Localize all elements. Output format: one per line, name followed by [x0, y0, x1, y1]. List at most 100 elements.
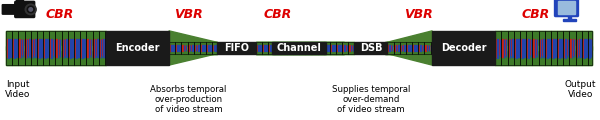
Bar	[554, 39, 555, 55]
Bar	[169, 42, 217, 54]
Bar	[349, 42, 355, 54]
Bar	[192, 45, 193, 51]
Bar	[201, 45, 202, 51]
Text: Output
Video: Output Video	[565, 80, 596, 99]
Bar	[385, 42, 433, 54]
Bar	[337, 47, 343, 49]
Bar	[194, 42, 200, 54]
Bar	[287, 45, 289, 51]
Bar	[106, 31, 169, 65]
Bar	[416, 45, 417, 51]
Bar	[412, 47, 418, 49]
Bar	[503, 39, 504, 58]
Bar	[201, 45, 202, 51]
Bar	[256, 42, 355, 54]
Bar	[200, 42, 206, 54]
Bar	[521, 39, 522, 57]
Bar	[200, 47, 206, 49]
Bar	[429, 45, 430, 51]
Bar	[263, 45, 264, 51]
Bar	[37, 46, 43, 50]
Bar	[557, 31, 563, 65]
Bar	[330, 42, 336, 54]
Bar	[416, 42, 422, 54]
Bar	[62, 31, 68, 65]
Bar	[181, 42, 188, 54]
Bar	[35, 39, 36, 57]
Bar	[194, 42, 200, 54]
Bar	[426, 45, 427, 51]
Bar	[424, 47, 431, 49]
Bar	[424, 42, 431, 54]
Bar	[514, 31, 520, 65]
Bar	[49, 31, 55, 65]
Bar	[194, 47, 200, 49]
Bar	[202, 45, 203, 51]
Bar	[25, 31, 31, 65]
Bar	[412, 42, 418, 54]
Circle shape	[29, 8, 32, 11]
Bar	[547, 39, 548, 58]
Bar	[47, 39, 48, 57]
Bar	[579, 39, 580, 55]
Bar	[280, 47, 287, 49]
Bar	[175, 42, 181, 54]
Bar	[194, 42, 200, 54]
FancyBboxPatch shape	[2, 5, 16, 14]
Bar	[391, 42, 397, 54]
Text: Supplies temporal
over-demand
of video stream: Supplies temporal over-demand of video s…	[332, 84, 410, 114]
Bar	[90, 39, 91, 55]
Bar	[305, 42, 311, 54]
Bar	[206, 42, 212, 54]
Bar	[169, 42, 175, 54]
Bar	[337, 42, 343, 54]
Bar	[176, 45, 177, 51]
Bar	[26, 39, 28, 58]
Bar	[330, 42, 337, 54]
Bar	[268, 42, 274, 54]
Bar	[185, 45, 187, 51]
Bar	[206, 42, 212, 54]
Text: CBR: CBR	[264, 8, 292, 21]
Bar	[299, 42, 305, 54]
Bar	[394, 45, 395, 50]
Bar	[19, 31, 25, 65]
Bar	[321, 45, 322, 50]
Bar	[397, 42, 403, 54]
Bar	[410, 45, 411, 51]
Bar	[274, 42, 280, 54]
Bar	[86, 46, 92, 50]
Bar	[12, 46, 19, 50]
Bar	[105, 31, 106, 65]
Bar	[407, 45, 408, 51]
Bar	[516, 39, 517, 58]
Bar	[400, 45, 401, 50]
Bar	[287, 47, 293, 49]
Bar	[397, 47, 403, 49]
Bar	[322, 45, 323, 51]
Bar	[387, 45, 388, 51]
Bar	[588, 31, 592, 65]
Bar	[25, 31, 31, 65]
Bar	[293, 42, 299, 54]
Bar	[105, 46, 106, 50]
Bar	[311, 47, 317, 49]
Bar	[322, 45, 323, 51]
Bar	[206, 47, 212, 49]
Bar	[302, 45, 303, 50]
Bar	[186, 45, 187, 51]
Bar	[337, 45, 338, 51]
Bar	[92, 46, 99, 50]
Bar	[169, 42, 175, 54]
Bar	[397, 42, 403, 54]
Bar	[311, 47, 318, 49]
Bar	[287, 47, 293, 49]
Bar	[563, 31, 569, 65]
Bar	[410, 45, 411, 51]
Bar	[296, 45, 297, 50]
Bar	[46, 39, 47, 55]
Bar	[422, 45, 423, 51]
Bar	[388, 45, 389, 50]
Bar	[99, 31, 105, 65]
Bar	[273, 45, 274, 51]
